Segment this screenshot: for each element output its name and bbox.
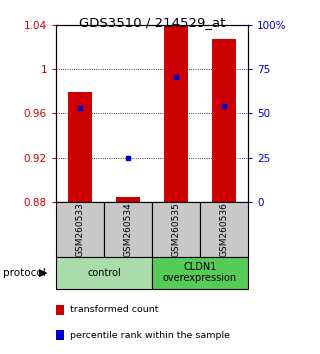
Text: percentile rank within the sample: percentile rank within the sample xyxy=(70,331,230,340)
Text: GSM260535: GSM260535 xyxy=(172,202,180,257)
Bar xyxy=(152,257,248,289)
Bar xyxy=(212,39,236,202)
Text: ▶: ▶ xyxy=(39,268,47,278)
Bar xyxy=(56,202,104,257)
Bar xyxy=(116,197,140,202)
Text: protocol: protocol xyxy=(3,268,46,278)
Text: control: control xyxy=(87,268,121,278)
Text: GSM260534: GSM260534 xyxy=(124,202,132,257)
Text: GSM260536: GSM260536 xyxy=(220,202,228,257)
Text: GDS3510 / 214529_at: GDS3510 / 214529_at xyxy=(79,16,225,29)
Text: GSM260533: GSM260533 xyxy=(76,202,84,257)
Text: transformed count: transformed count xyxy=(70,305,159,314)
Bar xyxy=(104,202,152,257)
Bar xyxy=(152,202,200,257)
Bar xyxy=(56,257,152,289)
Bar xyxy=(68,92,92,202)
Bar xyxy=(200,202,248,257)
Bar xyxy=(164,26,188,202)
Text: CLDN1
overexpression: CLDN1 overexpression xyxy=(163,262,237,284)
